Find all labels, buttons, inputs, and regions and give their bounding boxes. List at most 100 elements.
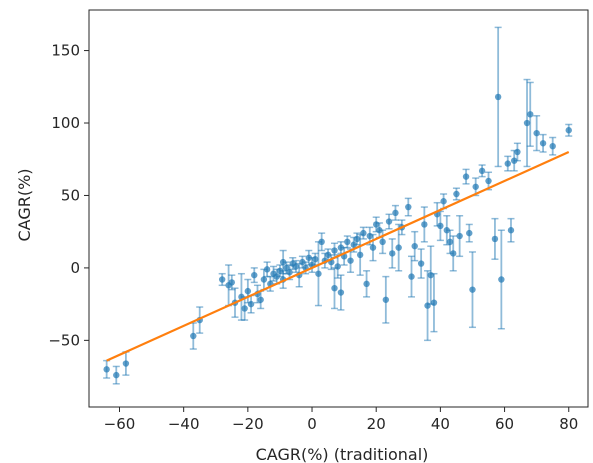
point-marker	[353, 235, 361, 243]
data-point	[526, 81, 534, 147]
data-point	[218, 272, 226, 287]
data-point	[379, 229, 387, 255]
point-marker	[251, 271, 258, 279]
marks-layer	[103, 26, 573, 385]
data-point	[196, 306, 204, 334]
data-point	[388, 238, 396, 269]
point-marker	[241, 305, 248, 312]
data-point	[112, 365, 120, 385]
point-marker	[263, 266, 271, 273]
data-point	[452, 187, 460, 201]
point-marker	[491, 235, 499, 243]
data-point	[430, 272, 438, 333]
data-point	[456, 214, 464, 258]
point-marker	[356, 251, 364, 259]
point-marker	[395, 244, 402, 251]
data-point	[523, 78, 531, 168]
point-marker	[331, 247, 338, 254]
point-marker	[389, 250, 396, 257]
data-point	[382, 275, 390, 324]
data-point	[491, 217, 499, 260]
data-point	[314, 241, 322, 307]
data-point	[347, 248, 355, 274]
point-marker	[257, 296, 264, 303]
x-tick-label: 40	[431, 415, 450, 433]
point-marker	[507, 227, 515, 234]
data-point	[507, 217, 515, 243]
data-point	[539, 133, 547, 153]
point-marker	[523, 119, 531, 127]
point-marker	[334, 263, 341, 270]
data-point	[343, 235, 351, 249]
data-point	[504, 155, 512, 172]
point-marker	[225, 282, 232, 289]
data-point	[337, 274, 345, 311]
point-marker	[478, 167, 486, 175]
point-marker	[514, 148, 521, 156]
point-marker	[443, 227, 451, 234]
data-point	[241, 296, 249, 321]
data-point	[356, 233, 364, 276]
point-marker	[347, 257, 354, 264]
data-point	[122, 351, 130, 376]
point-marker	[411, 242, 418, 250]
point-marker	[494, 93, 502, 101]
data-point	[449, 235, 457, 272]
y-tick-label: −50	[48, 331, 80, 349]
point-marker	[462, 173, 470, 180]
point-marker	[318, 238, 325, 246]
y-tick-label: 50	[61, 186, 80, 204]
plot-frame	[88, 9, 589, 408]
point-marker	[408, 273, 415, 280]
data-point	[330, 267, 338, 310]
point-marker	[113, 371, 120, 379]
point-marker	[405, 203, 412, 211]
data-point	[363, 270, 371, 298]
data-point	[408, 255, 416, 298]
point-marker	[385, 218, 393, 225]
point-marker	[103, 366, 110, 373]
data-point	[385, 213, 393, 230]
point-marker	[565, 127, 572, 134]
y-tick-label: 100	[51, 114, 80, 132]
point-marker	[498, 276, 505, 283]
point-marker	[337, 289, 345, 296]
data-point	[369, 233, 377, 262]
point-marker	[218, 276, 226, 283]
point-marker	[472, 183, 479, 190]
point-marker	[279, 258, 287, 266]
fit-line-layer	[106, 150, 570, 362]
point-marker	[485, 177, 492, 185]
point-marker	[450, 250, 457, 257]
data-point	[391, 204, 399, 221]
data-point	[513, 142, 521, 162]
data-point	[533, 115, 541, 152]
y-axis-label: CAGR(%)	[15, 168, 34, 241]
point-marker	[373, 221, 380, 228]
point-marker	[527, 111, 534, 118]
point-marker	[392, 209, 399, 217]
point-marker	[504, 160, 511, 167]
point-marker	[286, 269, 293, 276]
x-tick-label: 60	[495, 415, 514, 433]
x-tick-label: 80	[559, 415, 578, 433]
point-marker	[244, 287, 252, 295]
point-marker	[437, 222, 444, 230]
data-point	[417, 248, 425, 279]
point-marker	[469, 286, 476, 293]
point-marker	[260, 276, 268, 283]
data-point	[443, 214, 451, 246]
point-marker	[344, 238, 351, 246]
point-marker	[366, 232, 373, 240]
point-marker	[446, 238, 454, 246]
data-point	[465, 223, 473, 243]
point-marker	[427, 271, 434, 279]
data-point	[189, 322, 197, 350]
x-axis-label: CAGR(%) (traditional)	[256, 445, 429, 463]
data-point	[318, 232, 326, 252]
y-tick-label: 0	[70, 259, 80, 277]
data-point	[468, 251, 476, 329]
x-tick-label: 20	[367, 415, 386, 433]
